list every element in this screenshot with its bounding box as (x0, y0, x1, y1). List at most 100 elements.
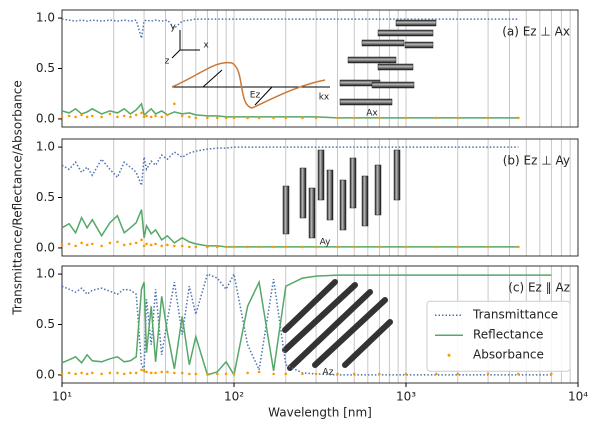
y-tick-label: 0.5 (36, 317, 55, 331)
data-point (100, 372, 103, 376)
data-point (486, 116, 490, 120)
rod (349, 157, 357, 209)
data-point (116, 240, 119, 244)
data-point (129, 371, 132, 375)
data-point (336, 245, 339, 249)
data-point (194, 116, 198, 120)
data-point (188, 115, 191, 119)
y-tick-label: 0.0 (36, 367, 55, 381)
data-point (434, 116, 438, 120)
y-tick-label: 0.5 (36, 61, 55, 75)
data-point (301, 245, 304, 249)
data-point (180, 371, 184, 375)
x-tick-label: 10¹ (52, 390, 72, 404)
rod (395, 19, 437, 27)
data-point (149, 371, 153, 375)
data-point (134, 113, 138, 117)
data-point (74, 115, 77, 119)
data-point (517, 116, 520, 120)
legend-label: Reflectance (473, 328, 543, 342)
inset-c (282, 279, 393, 371)
series-line (61, 102, 519, 119)
data-point (154, 371, 157, 375)
rod (342, 319, 393, 368)
rod (308, 187, 316, 239)
y-tick-label: 1.0 (36, 140, 55, 154)
data-point (284, 116, 288, 120)
inset-label: Az (323, 368, 334, 378)
wave-line (202, 69, 223, 88)
data-point (142, 244, 146, 248)
data-point (314, 116, 318, 120)
inset-label: Ax (366, 109, 378, 119)
series-line (61, 274, 552, 377)
series-line (61, 271, 552, 376)
data-point (224, 245, 228, 249)
data-point (378, 116, 381, 120)
data-point (140, 111, 143, 115)
data-point (550, 372, 553, 376)
data-point (456, 116, 460, 120)
data-point (154, 114, 157, 118)
data-point (301, 372, 304, 376)
inset-b (282, 149, 401, 239)
data-point (434, 372, 438, 376)
x-tick-label: 10² (224, 390, 244, 404)
y-axis-label: Transmittance/Reflectance/Absorbance (11, 80, 25, 315)
data-point (216, 116, 219, 120)
inset-label: y (170, 23, 176, 33)
data-point (74, 244, 77, 248)
rod (377, 63, 414, 71)
inset-label: Ay (320, 238, 332, 248)
data-point (188, 372, 191, 376)
y-tick-label: 1.0 (36, 267, 55, 281)
data-point (85, 372, 89, 376)
data-point (378, 372, 381, 376)
series-line (61, 18, 519, 39)
data-point (352, 116, 356, 120)
y-tick-label: 0.0 (36, 111, 55, 125)
data-point (166, 370, 169, 374)
data-point (194, 245, 198, 249)
data-point (486, 245, 490, 249)
data-point (80, 113, 83, 117)
x-axis-label: Wavelength [nm] (268, 406, 372, 420)
axis-arrow (171, 49, 181, 59)
legend-marker (447, 353, 451, 357)
rod (326, 169, 334, 221)
data-point (378, 245, 381, 249)
data-point (145, 370, 148, 374)
data-point (145, 114, 148, 118)
data-point (180, 244, 184, 248)
data-point (224, 372, 228, 376)
rod (282, 185, 290, 235)
data-point (149, 243, 153, 247)
data-point (246, 116, 249, 120)
data-point (80, 371, 83, 375)
data-point (85, 115, 89, 119)
data-point (60, 115, 64, 119)
data-point (216, 245, 219, 249)
data-point (67, 114, 71, 118)
data-point (206, 116, 209, 120)
rod (299, 167, 307, 219)
data-point (90, 371, 94, 375)
wave-line (254, 86, 273, 106)
data-point (352, 372, 356, 376)
data-point (80, 241, 83, 245)
data-point (206, 372, 209, 376)
data-point (336, 372, 339, 376)
data-point (160, 244, 164, 248)
data-point (122, 372, 126, 376)
data-point (145, 242, 148, 246)
rod (371, 81, 415, 89)
data-point (456, 372, 460, 376)
data-point (246, 371, 249, 375)
data-point (108, 112, 112, 116)
panel-title: (b) Ez ⊥ Ay (503, 154, 570, 168)
data-point (160, 370, 164, 374)
x-tick-label: 10⁴ (568, 390, 588, 404)
inset-label: z (165, 57, 170, 67)
data-point (134, 241, 138, 245)
data-point (173, 102, 176, 106)
